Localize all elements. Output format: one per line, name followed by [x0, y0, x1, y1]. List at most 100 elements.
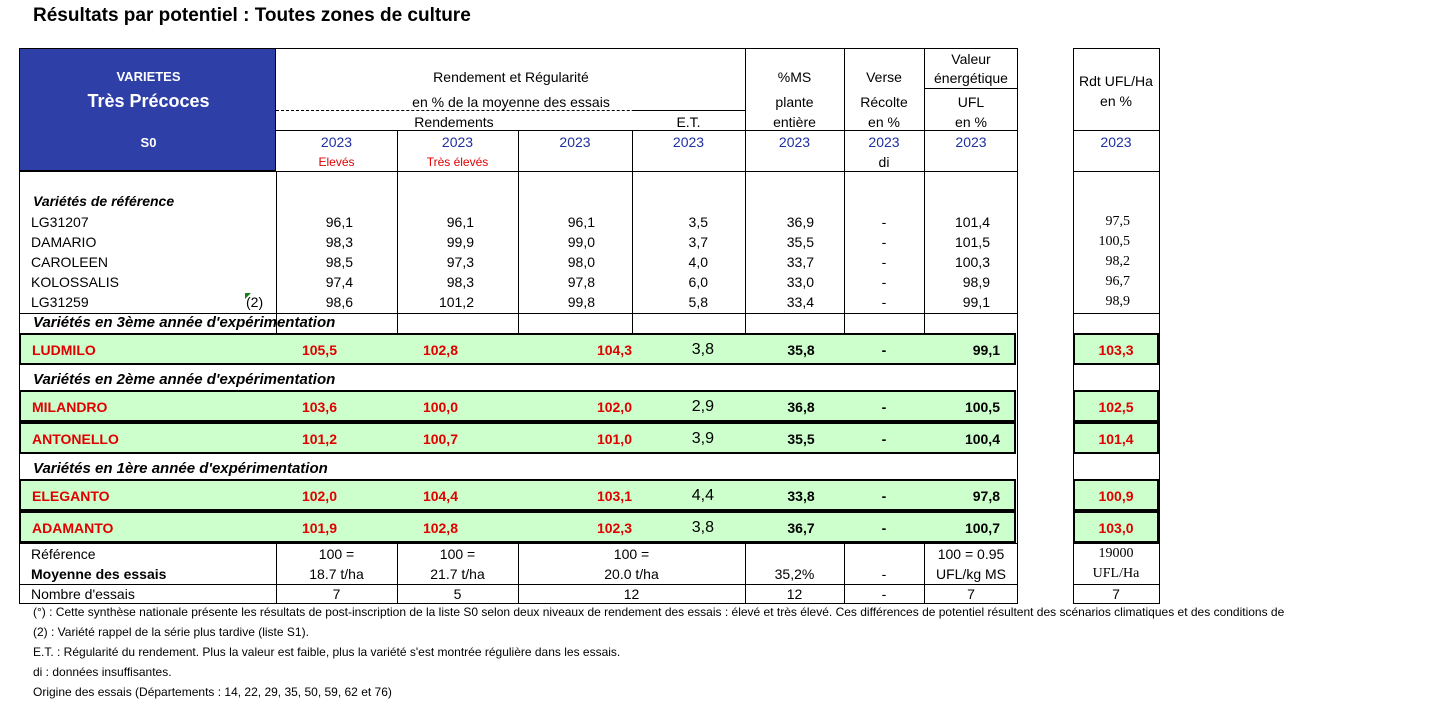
highlight-row-rdt — [1073, 511, 1159, 543]
ref-ufl-b: UFL/kg MS — [935, 566, 1006, 582]
year-c2: 2023 — [441, 134, 474, 150]
ref-c3-b: 20.0 t/ha — [604, 566, 659, 582]
ms-label-1: %MS — [777, 69, 812, 85]
eleves-label: Elevés — [318, 155, 355, 169]
reference-cell-ufl: 100,3 — [954, 254, 990, 270]
ref-rdt-a: 19000 — [1098, 546, 1134, 561]
n-ms: 12 — [786, 586, 803, 602]
section-1ere: Variétés en 1ère année d'expérimentation — [33, 460, 328, 477]
et-label: E.T. — [676, 114, 701, 130]
ref-c1-a: 100 = — [318, 546, 355, 562]
new-variety-c1: 101,9 — [301, 520, 337, 536]
section-3eme: Variétés en 3ème année d'expérimentation — [33, 314, 336, 331]
new-variety-c1: 103,6 — [301, 399, 337, 415]
reference-cell-c1: 96,1 — [325, 214, 353, 230]
group-label: Très Précoces — [87, 91, 210, 111]
varietes-header: VARIETES Très Précoces S0 — [19, 48, 276, 171]
year-rdt: 2023 — [1100, 134, 1132, 150]
ref-ufl-a: 100 = 0.95 — [937, 546, 1005, 562]
year-ufl: 2023 — [955, 134, 987, 150]
reference-cell-rdt: 98,2 — [1105, 254, 1131, 269]
reference-label: Référence — [31, 546, 96, 562]
new-variety-verse: - — [881, 431, 887, 447]
ms-label-2: plante — [775, 94, 814, 110]
page-title: Résultats par potentiel : Toutes zones d… — [33, 5, 471, 26]
n-verse: - — [881, 586, 887, 602]
reference-cell-verse: - — [881, 274, 887, 290]
valeur-label-3: UFL — [957, 94, 985, 110]
reference-cell-c3: 99,0 — [567, 234, 595, 250]
verse-label-2: Récolte — [860, 94, 908, 110]
new-variety-name: MILANDRO — [32, 399, 108, 415]
n-ufl: 7 — [967, 586, 975, 602]
new-variety-c2: 104,4 — [422, 488, 458, 504]
valeur-label-2: énergétique — [934, 70, 1008, 86]
reference-cell-ms: 33,4 — [786, 294, 814, 310]
note-2: E.T. : Régularité du rendement. Plus la … — [33, 645, 621, 659]
new-variety-c1: 101,2 — [301, 431, 337, 447]
reference-cell-rdt: 100,5 — [1098, 234, 1131, 249]
nombre-label: Nombre d'essais — [31, 586, 135, 602]
tres-eleves-label: Très élevés — [426, 155, 489, 169]
reference-variety-name: CAROLEEN — [31, 254, 109, 270]
reference-cell-rdt: 96,7 — [1105, 274, 1131, 289]
reference-cell-et: 6,0 — [688, 274, 708, 290]
moyenne-label: Moyenne des essais — [31, 566, 167, 582]
new-variety-c2: 100,7 — [422, 431, 458, 447]
new-variety-ufl: 100,7 — [964, 520, 1000, 536]
reference-cell-c1: 98,3 — [325, 234, 353, 250]
reference-cell-et: 4,0 — [688, 254, 708, 270]
new-variety-c3: 103,1 — [596, 488, 632, 504]
new-variety-verse: - — [881, 342, 887, 358]
reference-cell-ms: 33,7 — [786, 254, 814, 270]
new-variety-c3: 101,0 — [596, 431, 632, 447]
new-variety-ufl: 99,1 — [972, 342, 1000, 358]
reference-cell-ufl: 98,9 — [962, 274, 990, 290]
year-ms: 2023 — [778, 134, 811, 150]
reference-cell-ufl: 101,4 — [954, 214, 990, 230]
reference-cell-verse: - — [881, 254, 887, 270]
reference-cell-c3: 99,8 — [567, 294, 595, 310]
reference-cell-c2: 96,1 — [446, 214, 474, 230]
reference-cell-c3: 97,8 — [567, 274, 595, 290]
reference-cell-verse: - — [881, 294, 887, 310]
new-variety-c2: 102,8 — [422, 520, 458, 536]
new-variety-et: 4,4 — [691, 487, 714, 504]
highlight-row — [19, 333, 1016, 365]
varietes-label: VARIETES — [116, 69, 181, 84]
note-0: (°) : Cette synthèse nationale présente … — [33, 605, 1285, 619]
rdt-label-2: en % — [1100, 93, 1132, 109]
new-variety-c2: 100,0 — [422, 399, 458, 415]
highlight-row-rdt — [1073, 479, 1159, 511]
highlight-row — [19, 390, 1016, 422]
new-variety-c2: 102,8 — [422, 342, 458, 358]
di-label: di — [878, 154, 890, 170]
n-rdt: 7 — [1112, 586, 1120, 602]
year-et: 2023 — [672, 134, 705, 150]
valeur-label-4: en % — [955, 114, 987, 130]
new-variety-c1: 102,0 — [301, 488, 337, 504]
new-variety-name: ADAMANTO — [32, 520, 114, 536]
new-variety-name: ANTONELLO — [32, 431, 119, 447]
reference-cell-et: 5,8 — [688, 294, 708, 310]
reference-cell-ufl: 101,5 — [954, 234, 990, 250]
year-c1: 2023 — [320, 134, 353, 150]
reference-cell-c2: 97,3 — [446, 254, 474, 270]
ref-c2-b: 21.7 t/ha — [430, 566, 485, 582]
new-variety-et: 3,9 — [691, 430, 714, 447]
reference-variety-name: LG31207 — [31, 214, 89, 230]
list-label: S0 — [140, 135, 157, 150]
reference-variety-name: LG31259 — [31, 294, 89, 310]
reference-variety-name: KOLOSSALIS — [31, 274, 119, 290]
new-variety-et: 3,8 — [691, 519, 714, 536]
reference-cell-verse: - — [881, 214, 887, 230]
rendement-title: Rendement et Régularité — [433, 69, 589, 85]
new-variety-verse: - — [881, 399, 887, 415]
ref-ms: 35,2% — [774, 566, 815, 582]
reference-cell-c1: 97,4 — [325, 274, 353, 290]
reference-cell-rdt: 98,9 — [1105, 294, 1131, 309]
ref-rdt-b: UFL/Ha — [1092, 566, 1140, 581]
new-variety-verse: - — [881, 520, 887, 536]
new-variety-ms: 36,7 — [787, 520, 815, 536]
new-variety-rdt: 103,0 — [1098, 520, 1134, 536]
